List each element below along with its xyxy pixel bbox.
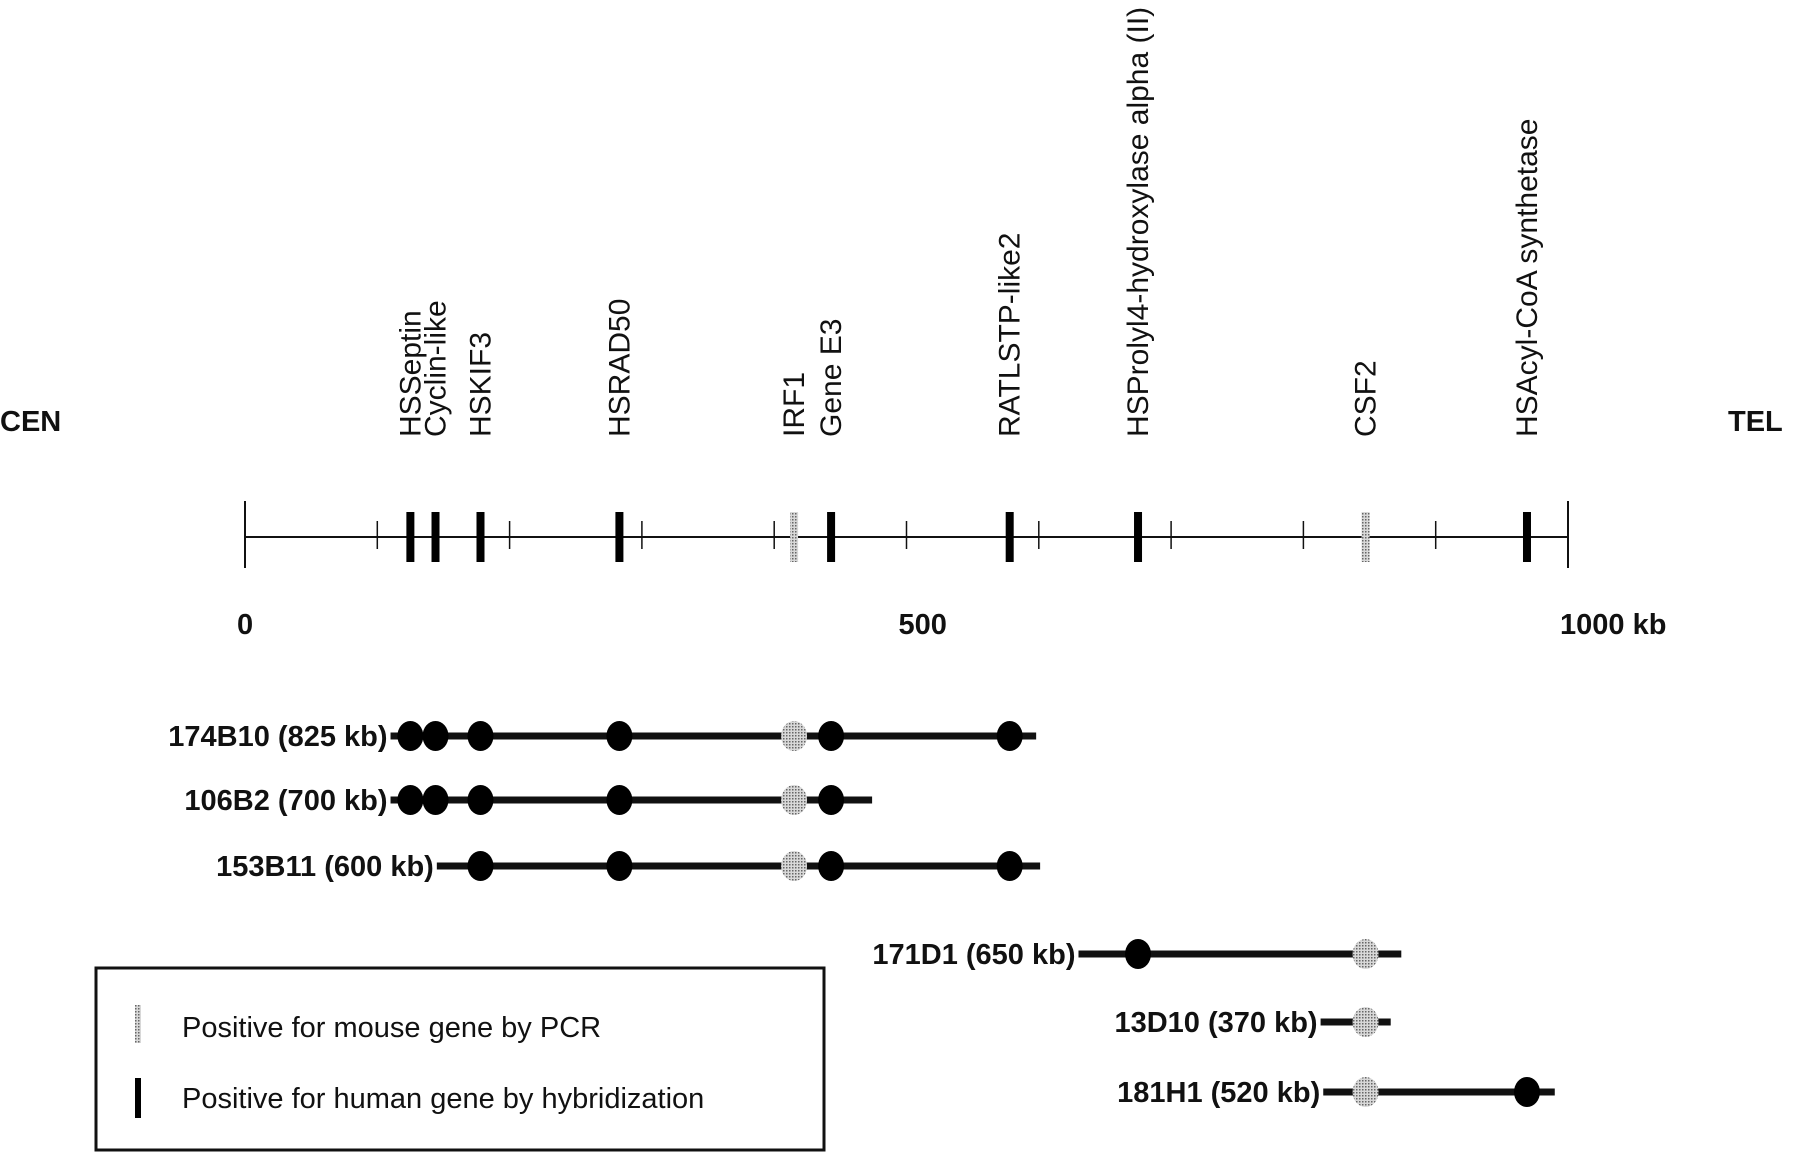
legend: Positive for mouse gene by PCR Positive … [94, 966, 826, 1152]
clone-label: 174B10 (825 kb) [168, 721, 387, 753]
clone-label: 106B2 (700 kb) [184, 785, 387, 817]
legend-human-label: Positive for human gene by hybridization [182, 1083, 704, 1115]
clone-hit-csf2 [1352, 1077, 1379, 1107]
clone-row: 171D1 (650 kb) [872, 939, 1402, 971]
clone-hit-irf1 [781, 851, 808, 881]
clone-row: 106B2 (700 kb) [184, 785, 873, 817]
clone-hit-e3 [818, 851, 845, 881]
gene-marker-irf1 [790, 512, 799, 562]
gene-marker-prolyl [1134, 512, 1143, 562]
clone-hit-kif3 [467, 851, 494, 881]
gene-marker-rad50 [615, 512, 624, 562]
clone-row: 13D10 (370 kb) [1114, 1007, 1391, 1039]
clone-label: 181H1 (520 kb) [1117, 1077, 1320, 1109]
clone-hit-cyclin [422, 721, 449, 751]
legend-box [94, 966, 826, 1152]
clone-rows: 174B10 (825 kb) 106B2 (700 kb) 153B11 (600… [168, 721, 1555, 1109]
gene-marker-cyclin [431, 512, 440, 562]
axis-tick-label: 500 [899, 609, 947, 641]
clone-row: 153B11 (600 kb) [216, 851, 1041, 883]
axis-tick-label: 0 [237, 609, 253, 641]
clone-hit-e3 [818, 785, 845, 815]
gene-marker-ratl [1005, 512, 1014, 562]
clone-hit-acyl [1513, 1077, 1540, 1107]
clone-hit-prolyl [1125, 939, 1152, 969]
clone-hit-cyclin [422, 785, 449, 815]
gene-marker-csf2 [1361, 512, 1370, 562]
gene-label-prolyl: HSProlyl4-hydroxylase alpha (II) [1122, 7, 1155, 437]
gene-marker-e3 [827, 512, 836, 562]
clone-hit-rad50 [606, 851, 633, 881]
legend-mouse-label: Positive for mouse gene by PCR [182, 1012, 601, 1044]
gene-label-acyl: HSAcyl-CoA synthetase [1511, 119, 1544, 437]
clone-label: 13D10 (370 kb) [1114, 1007, 1317, 1039]
gene-label-septin: HSSeptin [394, 310, 427, 437]
gene-label-rad50: HSRAD50 [603, 299, 636, 437]
clone-hit-csf2 [1352, 939, 1379, 969]
clone-hit-ratl [996, 851, 1023, 881]
legend-mouse-swatch [135, 1005, 141, 1043]
clone-hit-ratl [996, 721, 1023, 751]
gene-marker-septin [406, 512, 415, 562]
clone-hit-irf1 [781, 785, 808, 815]
clone-row: 181H1 (520 kb) [1117, 1077, 1555, 1109]
clone-hit-septin [397, 721, 424, 751]
clone-hit-irf1 [781, 721, 808, 751]
gene-label-irf1: IRF1 [778, 372, 811, 437]
gene-label-cyclin: Cyclin-like [420, 300, 453, 437]
clone-label: 171D1 (650 kb) [872, 939, 1075, 971]
gene-label-ratl: RATLSTP-like2 [994, 233, 1027, 438]
clone-hit-rad50 [606, 721, 633, 751]
tel-label: TEL [1728, 406, 1783, 438]
gene-marker-acyl [1522, 512, 1531, 562]
clone-hit-e3 [818, 721, 845, 751]
legend-human-swatch [135, 1078, 141, 1118]
axis-tick-label: 1000 kb [1560, 609, 1666, 641]
gene-label-e3: Gene E3 [815, 319, 848, 437]
clone-row: 174B10 (825 kb) [168, 721, 1037, 753]
clone-label: 153B11 (600 kb) [216, 851, 434, 883]
clone-hit-kif3 [467, 721, 494, 751]
gene-marker-kif3 [476, 512, 485, 562]
gene-label-csf2: CSF2 [1350, 360, 1383, 437]
clone-hit-rad50 [606, 785, 633, 815]
clone-hit-csf2 [1352, 1007, 1379, 1037]
clone-hit-septin [397, 785, 424, 815]
gene-label-kif3: HSKIF3 [464, 332, 497, 437]
clone-hit-kif3 [467, 785, 494, 815]
map-axis: 0 500 1000 kb [237, 501, 1666, 641]
cen-label: CEN [0, 406, 61, 438]
